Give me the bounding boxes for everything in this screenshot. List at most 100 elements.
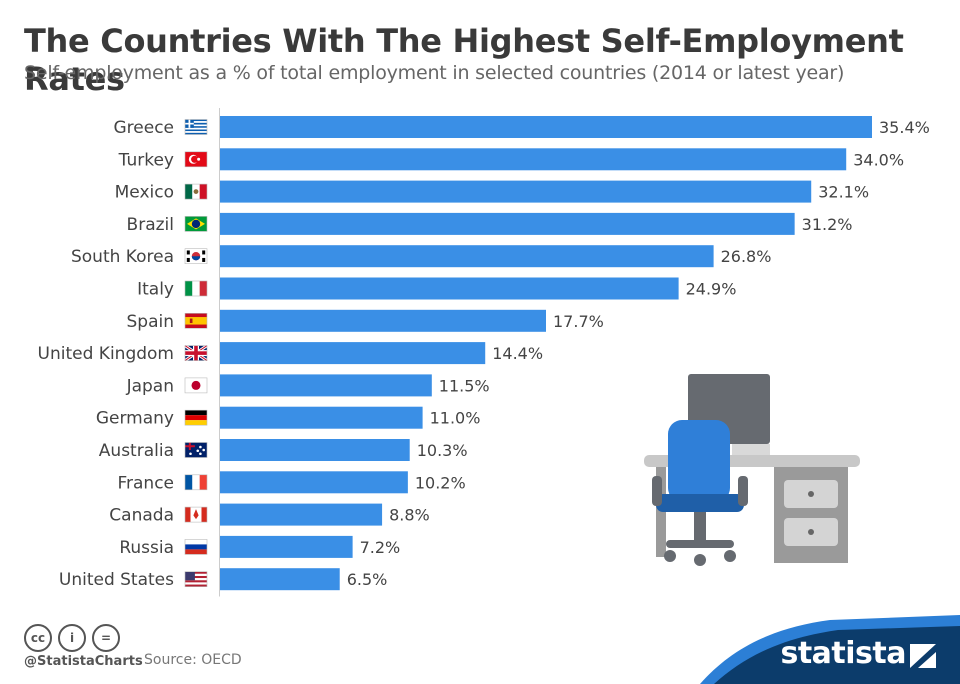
flag-border <box>184 377 208 394</box>
category-label: United Kingdom <box>38 344 174 364</box>
category-label: Spain <box>127 312 175 332</box>
flag-stripe <box>185 122 207 125</box>
bar <box>220 245 714 268</box>
bar-row: United States 6.5% <box>59 568 388 591</box>
flag-globe <box>191 219 201 229</box>
flag-taegeuk <box>191 256 201 261</box>
flag-stripe <box>192 281 200 296</box>
flag-cross <box>185 122 194 125</box>
flag-stripe <box>199 281 207 296</box>
flag-canton <box>185 571 195 581</box>
flag-stripe <box>185 129 207 132</box>
bar-row: Brazil 31.2% <box>127 212 853 235</box>
value-label: 8.8% <box>389 506 430 525</box>
bar-row: Russia 7.2% <box>119 535 400 558</box>
flag-stripe <box>185 281 193 296</box>
flag-stripe <box>185 126 207 128</box>
value-label: 10.2% <box>415 473 466 492</box>
page-subtitle: Self-employment as a % of total employme… <box>24 62 845 84</box>
flag-stripe <box>199 184 207 200</box>
value-label: 6.5% <box>347 570 388 589</box>
flag-stripe <box>185 119 207 122</box>
value-label: 35.4% <box>879 118 930 137</box>
flag-stripe <box>185 474 193 490</box>
flag-stripe <box>185 580 207 583</box>
bar-row: South Korea 26.8% <box>71 245 771 268</box>
flag-border <box>184 506 208 523</box>
flag-australia-icon <box>184 442 208 458</box>
bar-row: Australia 10.3% <box>99 439 468 461</box>
flag-united-states-icon <box>184 571 208 588</box>
category-label: Germany <box>96 409 174 429</box>
nd-icon[interactable]: = <box>92 624 120 652</box>
bar-row: Greece 35.4% <box>113 116 930 138</box>
bar-row: Mexico 32.1% <box>115 180 869 203</box>
bar <box>220 568 340 591</box>
flag-star <box>199 452 202 456</box>
flag-border <box>184 280 208 297</box>
bar <box>220 503 383 526</box>
license-icons: cc i = <box>24 624 120 652</box>
flag-stripe <box>185 317 207 325</box>
value-label: 31.2% <box>802 215 853 234</box>
flag-japan-icon <box>184 377 208 394</box>
value-label: 14.4% <box>492 344 543 363</box>
flag-star <box>196 449 200 453</box>
category-label: Russia <box>119 538 174 558</box>
flag-emblem <box>189 318 193 324</box>
flag-spain-icon <box>184 312 208 329</box>
flag-star <box>202 448 205 452</box>
flag-canada-icon <box>184 506 208 523</box>
bar-row: France 10.2% <box>117 471 466 494</box>
flag-greece-icon <box>184 119 208 135</box>
flag-stripe <box>185 578 207 581</box>
flag-border <box>184 571 208 588</box>
flag-border <box>184 216 208 232</box>
flag-stripe <box>185 539 207 545</box>
flag-mexico-icon <box>184 183 208 200</box>
bar-row: Canada 8.8% <box>109 503 430 526</box>
bar-row: Spain 17.7% <box>127 309 604 332</box>
flag-band <box>201 507 207 523</box>
value-label: 11.5% <box>439 376 490 395</box>
bar <box>220 277 679 300</box>
flag-italy-icon <box>184 280 208 297</box>
statista-logo[interactable]: statista <box>780 636 906 671</box>
flag-band <box>185 507 191 523</box>
bar <box>220 374 432 397</box>
value-label: 34.0% <box>853 150 904 169</box>
flag-stripe <box>185 549 207 555</box>
flag-star <box>189 452 192 456</box>
flag-border <box>184 409 208 426</box>
by-icon[interactable]: i <box>58 624 86 652</box>
bar <box>220 309 546 332</box>
flag-south-korea-icon <box>184 248 208 264</box>
bar <box>220 116 872 138</box>
flag-stripe <box>185 582 207 585</box>
flag-stripe <box>185 584 207 587</box>
flag-brazil-icon <box>184 216 208 232</box>
flag-stripe <box>185 131 207 133</box>
source-note[interactable]: Source: OECD <box>144 652 242 668</box>
flag-crescent <box>191 155 199 163</box>
bar-row: United Kingdom 14.4% <box>38 342 543 365</box>
flag-cross <box>185 445 195 448</box>
bar <box>220 439 410 461</box>
flag-stripe <box>185 132 207 135</box>
flag-stripe <box>192 474 200 490</box>
flag-star <box>197 157 201 161</box>
value-label: 10.3% <box>417 441 468 460</box>
flag-russia-icon <box>184 539 208 555</box>
flag-border <box>184 119 208 135</box>
flag-stripe <box>185 410 207 416</box>
flag-stripe <box>185 184 193 200</box>
category-label: Mexico <box>115 183 174 203</box>
twitter-handle[interactable]: @StatistaCharts <box>24 654 143 669</box>
bar-row: Turkey 34.0% <box>118 148 904 171</box>
bar <box>220 406 423 429</box>
flag-stripe <box>185 127 207 130</box>
flag-sun <box>191 380 201 390</box>
cc-icon[interactable]: cc <box>24 624 52 652</box>
value-label: 32.1% <box>818 183 869 202</box>
